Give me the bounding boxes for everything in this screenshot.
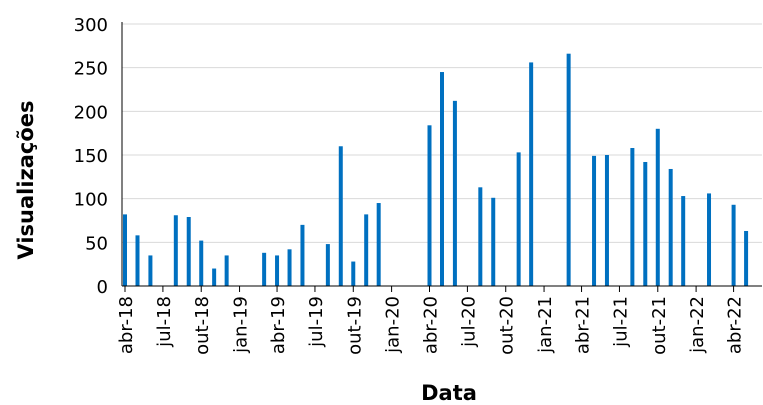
x-tick-label: jul-21	[610, 296, 631, 348]
y-tick-label: 150	[74, 146, 108, 167]
bar	[199, 240, 204, 286]
x-tick-label: abr-20	[421, 296, 442, 354]
y-tick-label: 300	[74, 15, 108, 36]
bar	[186, 217, 191, 286]
bar	[655, 128, 660, 286]
bar	[262, 252, 267, 286]
bar	[604, 155, 609, 286]
x-tick-label: out-19	[344, 296, 365, 355]
bar	[275, 255, 280, 286]
bar	[224, 255, 229, 286]
x-tick-label: abr-18	[116, 296, 137, 354]
bar	[173, 215, 178, 286]
bar	[731, 204, 736, 286]
bar	[681, 196, 686, 286]
bar	[630, 148, 635, 286]
x-tick-labels: abr-18 jul-18 out-18 jan-19 abr-19 jul-19 out-…	[116, 296, 746, 355]
x-axis-title: Data	[421, 381, 477, 405]
bar	[491, 197, 496, 286]
bar	[707, 193, 712, 286]
bar	[643, 161, 648, 286]
x-tick-label: abr-21	[573, 296, 594, 354]
bar	[212, 268, 217, 286]
bars	[123, 53, 749, 287]
x-tick-label: out-18	[192, 296, 213, 355]
x-tick-label: out-21	[649, 296, 670, 355]
bar	[566, 53, 571, 287]
bar	[148, 255, 153, 286]
bar	[592, 155, 597, 286]
bar	[376, 203, 381, 286]
x-tick-label: out-20	[497, 296, 518, 355]
y-tick-labels: 0 50 100 150 200 250 300	[74, 15, 108, 298]
y-tick-label: 250	[74, 59, 108, 80]
x-tick-label: jul-20	[458, 296, 479, 348]
x-tick-label: jan-20	[383, 296, 404, 354]
x-tick-label: jan-22	[687, 296, 708, 354]
bar	[478, 187, 483, 286]
bar	[744, 230, 749, 286]
bar	[440, 72, 444, 287]
y-tick-label: 100	[74, 190, 108, 211]
bar	[668, 168, 673, 286]
bar	[325, 244, 330, 286]
bar	[452, 100, 457, 286]
y-tick-label: 0	[97, 277, 108, 298]
y-axis-title: Visualizações	[14, 100, 38, 259]
bar	[529, 62, 534, 286]
bar	[351, 261, 356, 286]
y-tick-label: 50	[85, 233, 108, 254]
bar	[300, 224, 305, 286]
bar	[287, 249, 292, 286]
bar	[427, 125, 432, 286]
x-tick-label: jul-19	[306, 296, 327, 348]
x-tick-label: jan-19	[231, 296, 252, 354]
bar	[123, 214, 127, 286]
x-tick-label: abr-19	[268, 296, 289, 354]
x-tick-label: jan-21	[535, 296, 556, 354]
bar	[364, 214, 369, 286]
x-tick-label: abr-22	[725, 296, 746, 354]
bar	[516, 152, 521, 286]
x-tick-label: jul-18	[154, 296, 175, 348]
axes	[121, 22, 762, 292]
bar	[338, 146, 343, 286]
bar	[135, 235, 140, 286]
y-tick-label: 200	[74, 102, 108, 123]
